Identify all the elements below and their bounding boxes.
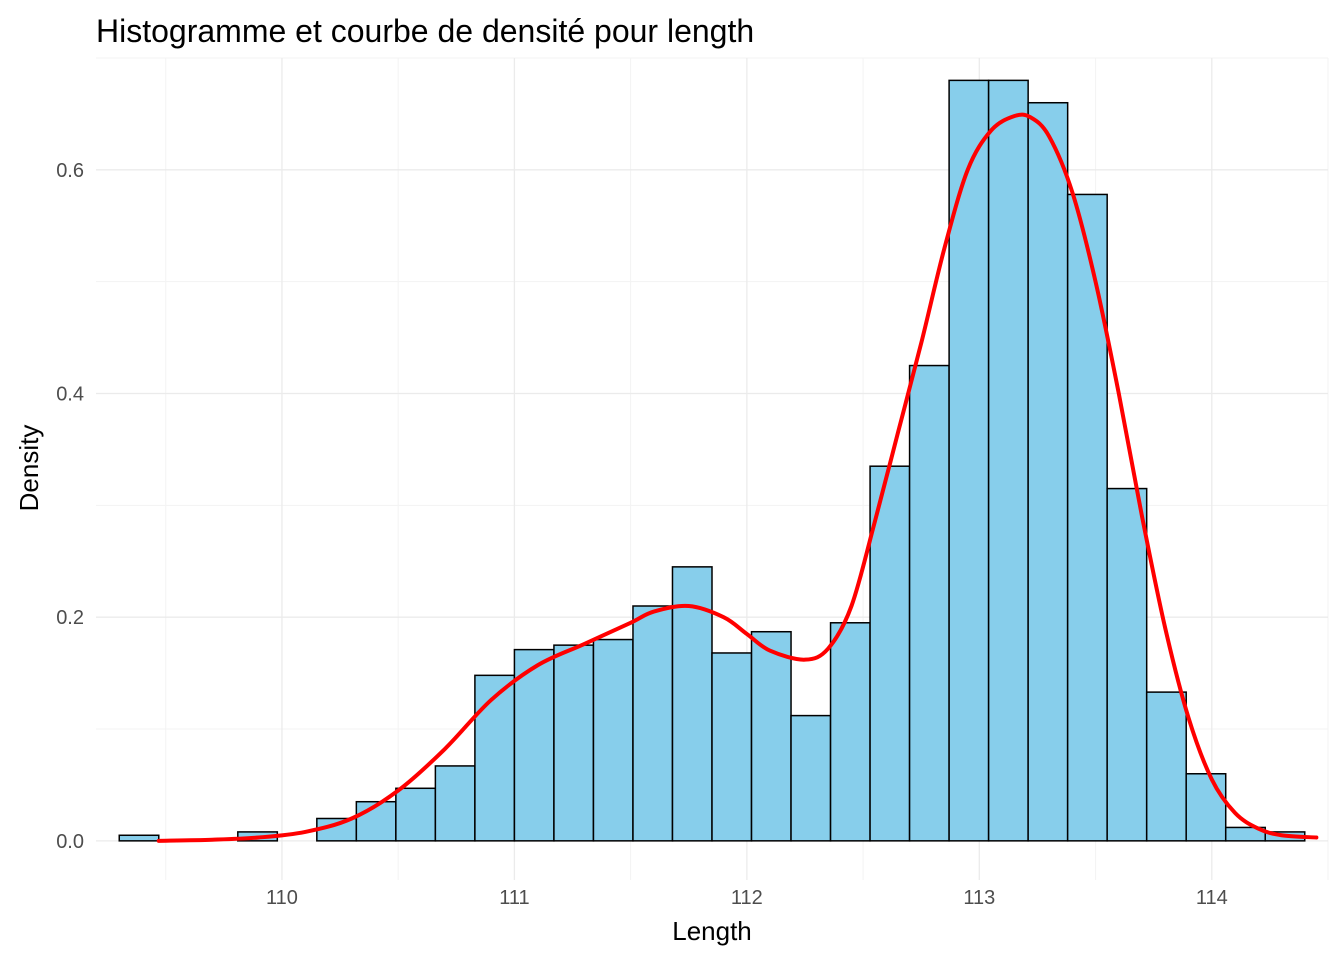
x-tick-label: 113	[963, 887, 995, 909]
chart-title: Histogramme et courbe de densité pour le…	[96, 13, 754, 49]
histogram-bar	[750, 630, 792, 842]
histogram-bar	[671, 566, 713, 842]
density-curve	[156, 112, 1319, 843]
y-axis-title: Density	[14, 425, 44, 512]
x-tick-label: 110	[266, 887, 298, 909]
histogram-bar	[908, 364, 950, 842]
histogram-bar	[829, 622, 871, 842]
histogram-bar	[1066, 193, 1108, 842]
histogram-bar	[395, 787, 437, 842]
y-axis-tick-labels: 0.0 0.2 0.4 0.6	[56, 160, 84, 853]
histogram-bar	[553, 644, 595, 842]
histogram-bar	[118, 834, 160, 842]
x-tick-label: 114	[1196, 887, 1228, 909]
histogram-bar	[1145, 691, 1187, 842]
histogram-bar	[1106, 487, 1148, 842]
y-tick-label: 0.0	[56, 831, 84, 853]
histogram-bar	[632, 605, 674, 842]
histogram-bar	[513, 648, 555, 842]
density-curve-layer	[156, 112, 1319, 843]
histogram-bar	[434, 765, 476, 842]
y-tick-label: 0.4	[56, 384, 84, 406]
x-axis-title: Length	[672, 916, 752, 946]
histogram-bar	[1185, 773, 1227, 842]
y-tick-label: 0.2	[56, 607, 84, 629]
histogram-bar	[948, 79, 990, 842]
x-axis-tick-labels: 110 111 112 113 114	[266, 887, 1228, 909]
histogram-bar	[987, 79, 1029, 842]
x-tick-label: 111	[499, 887, 529, 909]
y-tick-label: 0.6	[56, 160, 84, 182]
histogram-bar	[1027, 101, 1069, 842]
histogram-bar	[869, 465, 911, 842]
histogram-bar	[790, 714, 832, 842]
histogram-bar	[474, 674, 516, 842]
histogram-bars	[118, 79, 1306, 842]
histogram-bar	[355, 800, 397, 842]
histogram-bar	[711, 652, 753, 842]
histogram-bar	[592, 638, 634, 842]
x-tick-label: 112	[731, 887, 763, 909]
